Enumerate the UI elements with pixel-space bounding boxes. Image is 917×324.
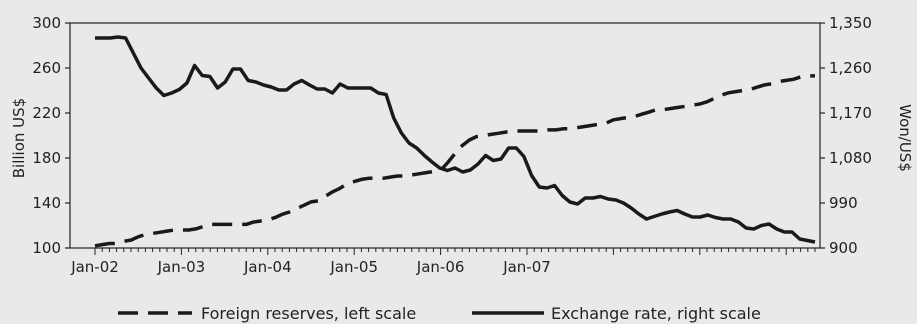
y-left-tick-label: 300	[32, 14, 61, 32]
legend-label-exchange-rate: Exchange rate, right scale	[551, 304, 761, 323]
series-layer	[94, 35, 816, 248]
plot-border	[69, 22, 821, 249]
y-right-tick-label: 1,260	[829, 59, 872, 77]
x-tick-label: Jan-04	[243, 258, 292, 276]
y-right-tick-label: 900	[829, 239, 858, 257]
x-tick-label: Jan-06	[416, 258, 465, 276]
y-axis-right-title: Won/US$	[896, 104, 914, 172]
plot-frame	[69, 22, 821, 249]
x-tick-label: Jan-07	[502, 258, 551, 276]
x-axis: Jan-02 Jan-03 Jan-04 Jan-05 Jan-06 Jan-07	[70, 248, 816, 276]
series-foreign-reserves-line	[94, 74, 815, 248]
x-tick-label: Jan-02	[70, 258, 119, 276]
y-left-tick-label: 260	[32, 59, 61, 77]
y-right-tick-label: 1,350	[829, 14, 872, 32]
series-exchange-rate-line	[95, 35, 816, 244]
y-axis-right: 900 990 1,080 1,170 1,260 1,350	[820, 14, 872, 257]
y-left-tick-label: 180	[32, 149, 61, 167]
legend-label-foreign-reserves: Foreign reserves, left scale	[201, 304, 416, 323]
y-left-tick-label: 100	[32, 239, 61, 257]
x-tick-label: Jan-05	[329, 258, 378, 276]
y-right-tick-label: 990	[829, 194, 858, 212]
y-axis-left-title: Billion US$	[10, 98, 28, 178]
y-right-tick-label: 1,080	[829, 149, 872, 167]
y-axis-left: 100 140 180 220 260 300	[32, 14, 70, 257]
x-tick-label: Jan-03	[157, 258, 206, 276]
legend: Foreign reserves, left scale Exchange ra…	[118, 304, 761, 323]
y-left-tick-label: 220	[32, 104, 61, 122]
y-right-tick-label: 1,170	[829, 104, 872, 122]
y-left-tick-label: 140	[32, 194, 61, 212]
